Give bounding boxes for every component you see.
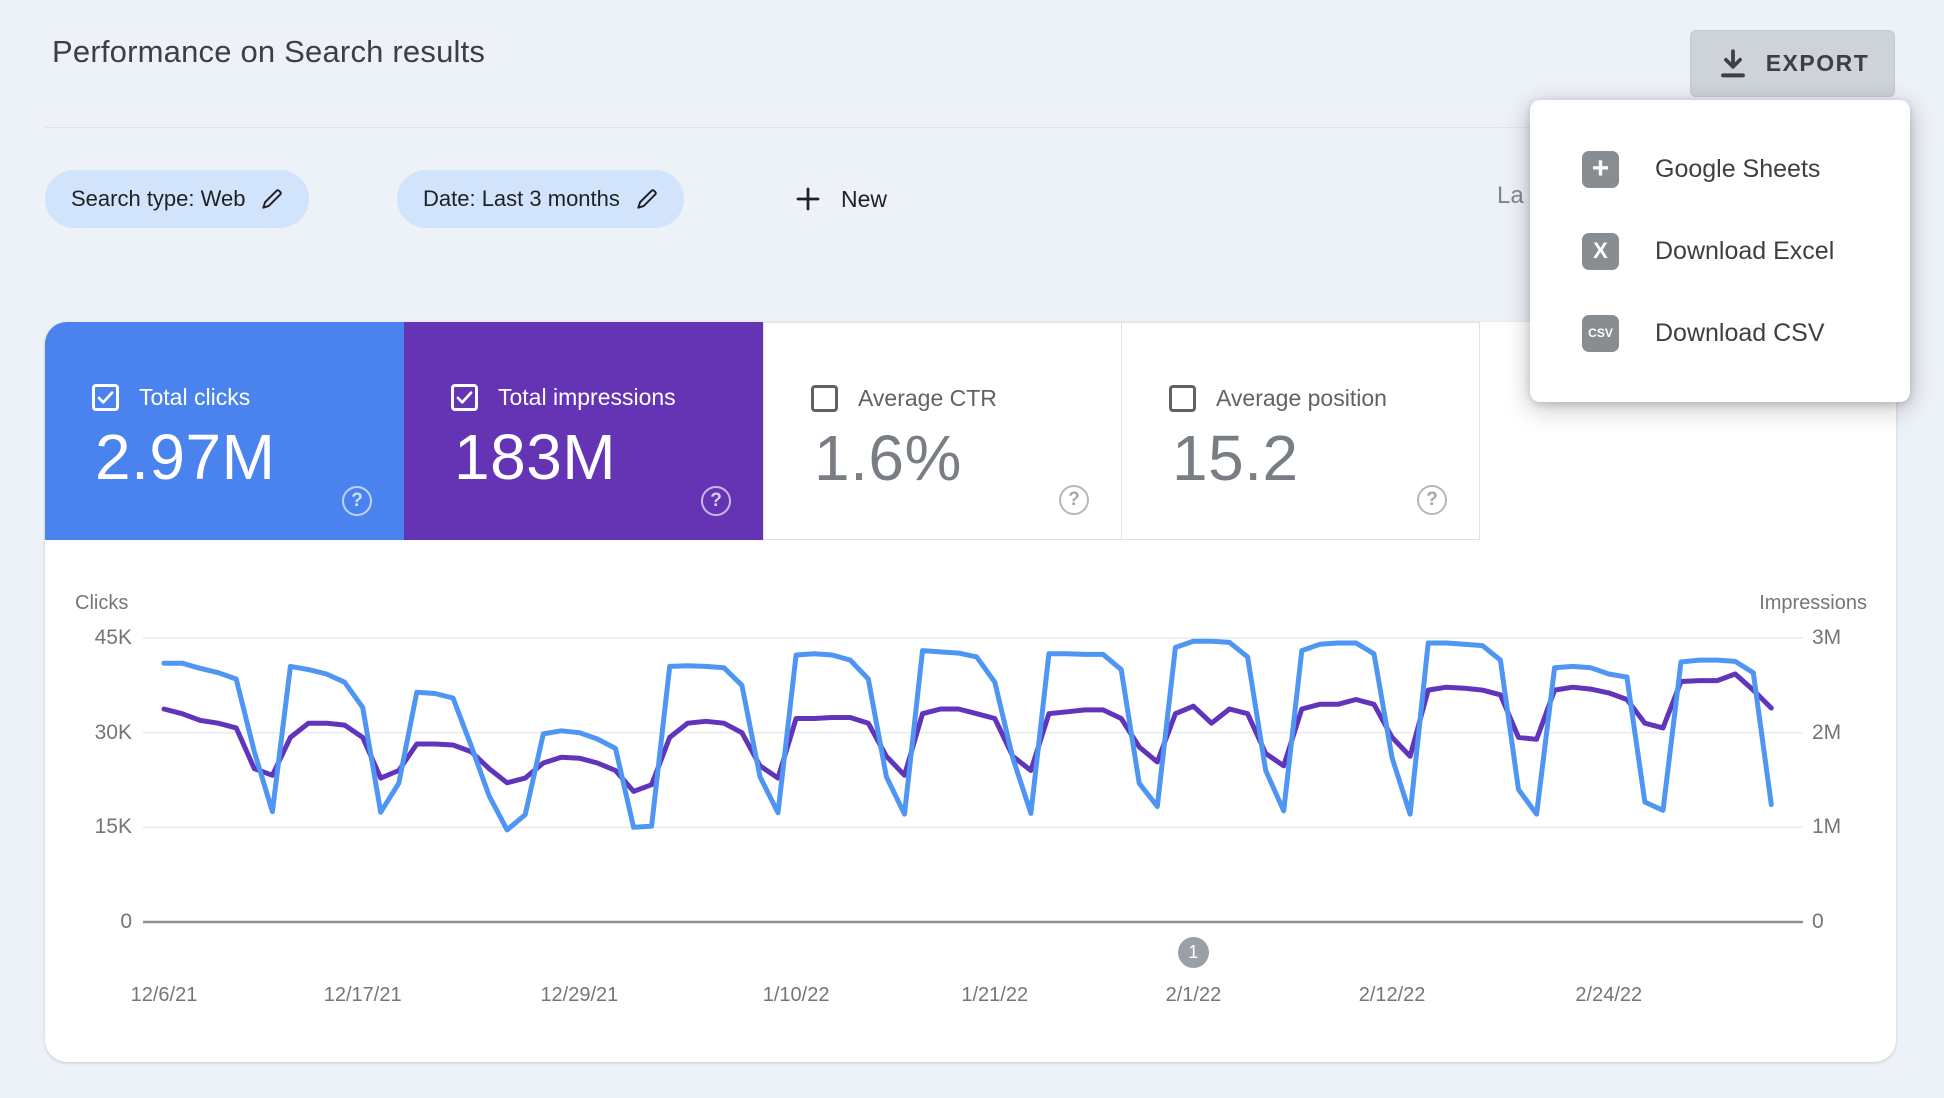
export-menu-item-label: Download CSV xyxy=(1655,318,1825,347)
x-axis-date-label: 2/24/22 xyxy=(1575,984,1643,1006)
metric-value: 2.97M xyxy=(95,421,276,493)
help-icon[interactable]: ? xyxy=(1417,485,1447,515)
metric-tile-total-impressions[interactable]: Total impressions 183M ? xyxy=(404,322,763,540)
edit-pencil-icon xyxy=(259,186,285,212)
x-axis-date-label: 2/1/22 xyxy=(1165,984,1222,1006)
export-menu-item-label: Download Excel xyxy=(1655,236,1835,265)
checkbox-checked-icon[interactable] xyxy=(451,384,478,411)
metric-tile-average-position[interactable]: Average position 15.2 ? xyxy=(1121,322,1480,540)
metric-tile-total-clicks[interactable]: Total clicks 2.97M ? xyxy=(45,322,404,540)
axis-tick-label: 1M xyxy=(1812,815,1842,839)
csv-icon: CSV xyxy=(1582,314,1619,352)
last-updated-text-partial: La xyxy=(1497,182,1524,209)
date-range-chip-label: Date: Last 3 months xyxy=(423,186,620,211)
export-button-label: EXPORT xyxy=(1765,50,1870,76)
metric-value: 1.6% xyxy=(814,422,962,494)
help-icon[interactable]: ? xyxy=(342,486,372,516)
metric-label: Average CTR xyxy=(858,385,997,411)
export-menu-item-download-excel[interactable]: X Download Excel xyxy=(1530,215,1910,287)
x-axis-date-label: 12/17/21 xyxy=(323,984,402,1006)
plus-icon xyxy=(793,184,823,214)
metric-value: 183M xyxy=(454,421,617,493)
axis-tick-label: 3M xyxy=(1812,626,1842,649)
axis-tick-label: 30K xyxy=(94,720,132,744)
checkbox-checked-icon[interactable] xyxy=(92,384,119,411)
x-axis-date-label: 12/29/21 xyxy=(540,984,619,1006)
metric-label: Total impressions xyxy=(498,384,676,410)
axis-tick-label: 15K xyxy=(94,815,132,839)
export-menu-item-download-csv[interactable]: CSV Download CSV xyxy=(1530,297,1910,369)
metric-tile-average-ctr[interactable]: Average CTR 1.6% ? xyxy=(763,322,1122,540)
help-icon[interactable]: ? xyxy=(701,486,731,516)
axis-tick-label: 2M xyxy=(1812,720,1842,744)
right-axis-title: Impressions xyxy=(1759,592,1867,614)
download-icon xyxy=(1716,46,1750,82)
export-menu-item-google-sheets[interactable]: + Google Sheets xyxy=(1530,133,1910,205)
export-menu-item-label: Google Sheets xyxy=(1655,154,1821,183)
chart-annotation-marker[interactable]: 1 xyxy=(1177,937,1209,968)
metric-label: Total clicks xyxy=(139,384,251,410)
axis-tick-label: 0 xyxy=(120,910,132,933)
x-axis-date-label: 2/12/22 xyxy=(1358,984,1426,1006)
axis-tick-label: 0 xyxy=(1812,910,1824,933)
left-axis-title: Clicks xyxy=(75,592,129,614)
help-icon[interactable]: ? xyxy=(1059,485,1089,515)
google-sheets-icon: + xyxy=(1582,150,1619,188)
new-filter-label: New xyxy=(841,185,888,212)
date-range-chip[interactable]: Date: Last 3 months xyxy=(397,170,684,228)
metric-label: Average position xyxy=(1216,385,1387,411)
new-filter-button[interactable]: New xyxy=(793,170,887,228)
excel-icon: X xyxy=(1582,232,1619,270)
x-axis-date-label: 1/10/22 xyxy=(762,984,830,1006)
search-type-chip[interactable]: Search type: Web xyxy=(45,170,310,228)
checkbox-unchecked-icon[interactable] xyxy=(811,385,838,412)
header-divider xyxy=(45,127,1899,128)
metric-value: 15.2 xyxy=(1172,422,1299,494)
checkbox-unchecked-icon[interactable] xyxy=(1169,385,1196,412)
x-axis-date-label: 12/6/21 xyxy=(130,984,198,1006)
search-type-chip-label: Search type: Web xyxy=(71,186,246,211)
edit-pencil-icon xyxy=(634,186,660,212)
export-menu: + Google Sheets X Download Excel CSV Download… xyxy=(1530,100,1910,402)
page-title: Performance on Search results xyxy=(52,34,486,69)
axis-tick-label: 45K xyxy=(94,626,132,649)
export-button[interactable]: EXPORT xyxy=(1690,30,1895,97)
x-axis-date-label: 1/21/22 xyxy=(961,984,1029,1006)
